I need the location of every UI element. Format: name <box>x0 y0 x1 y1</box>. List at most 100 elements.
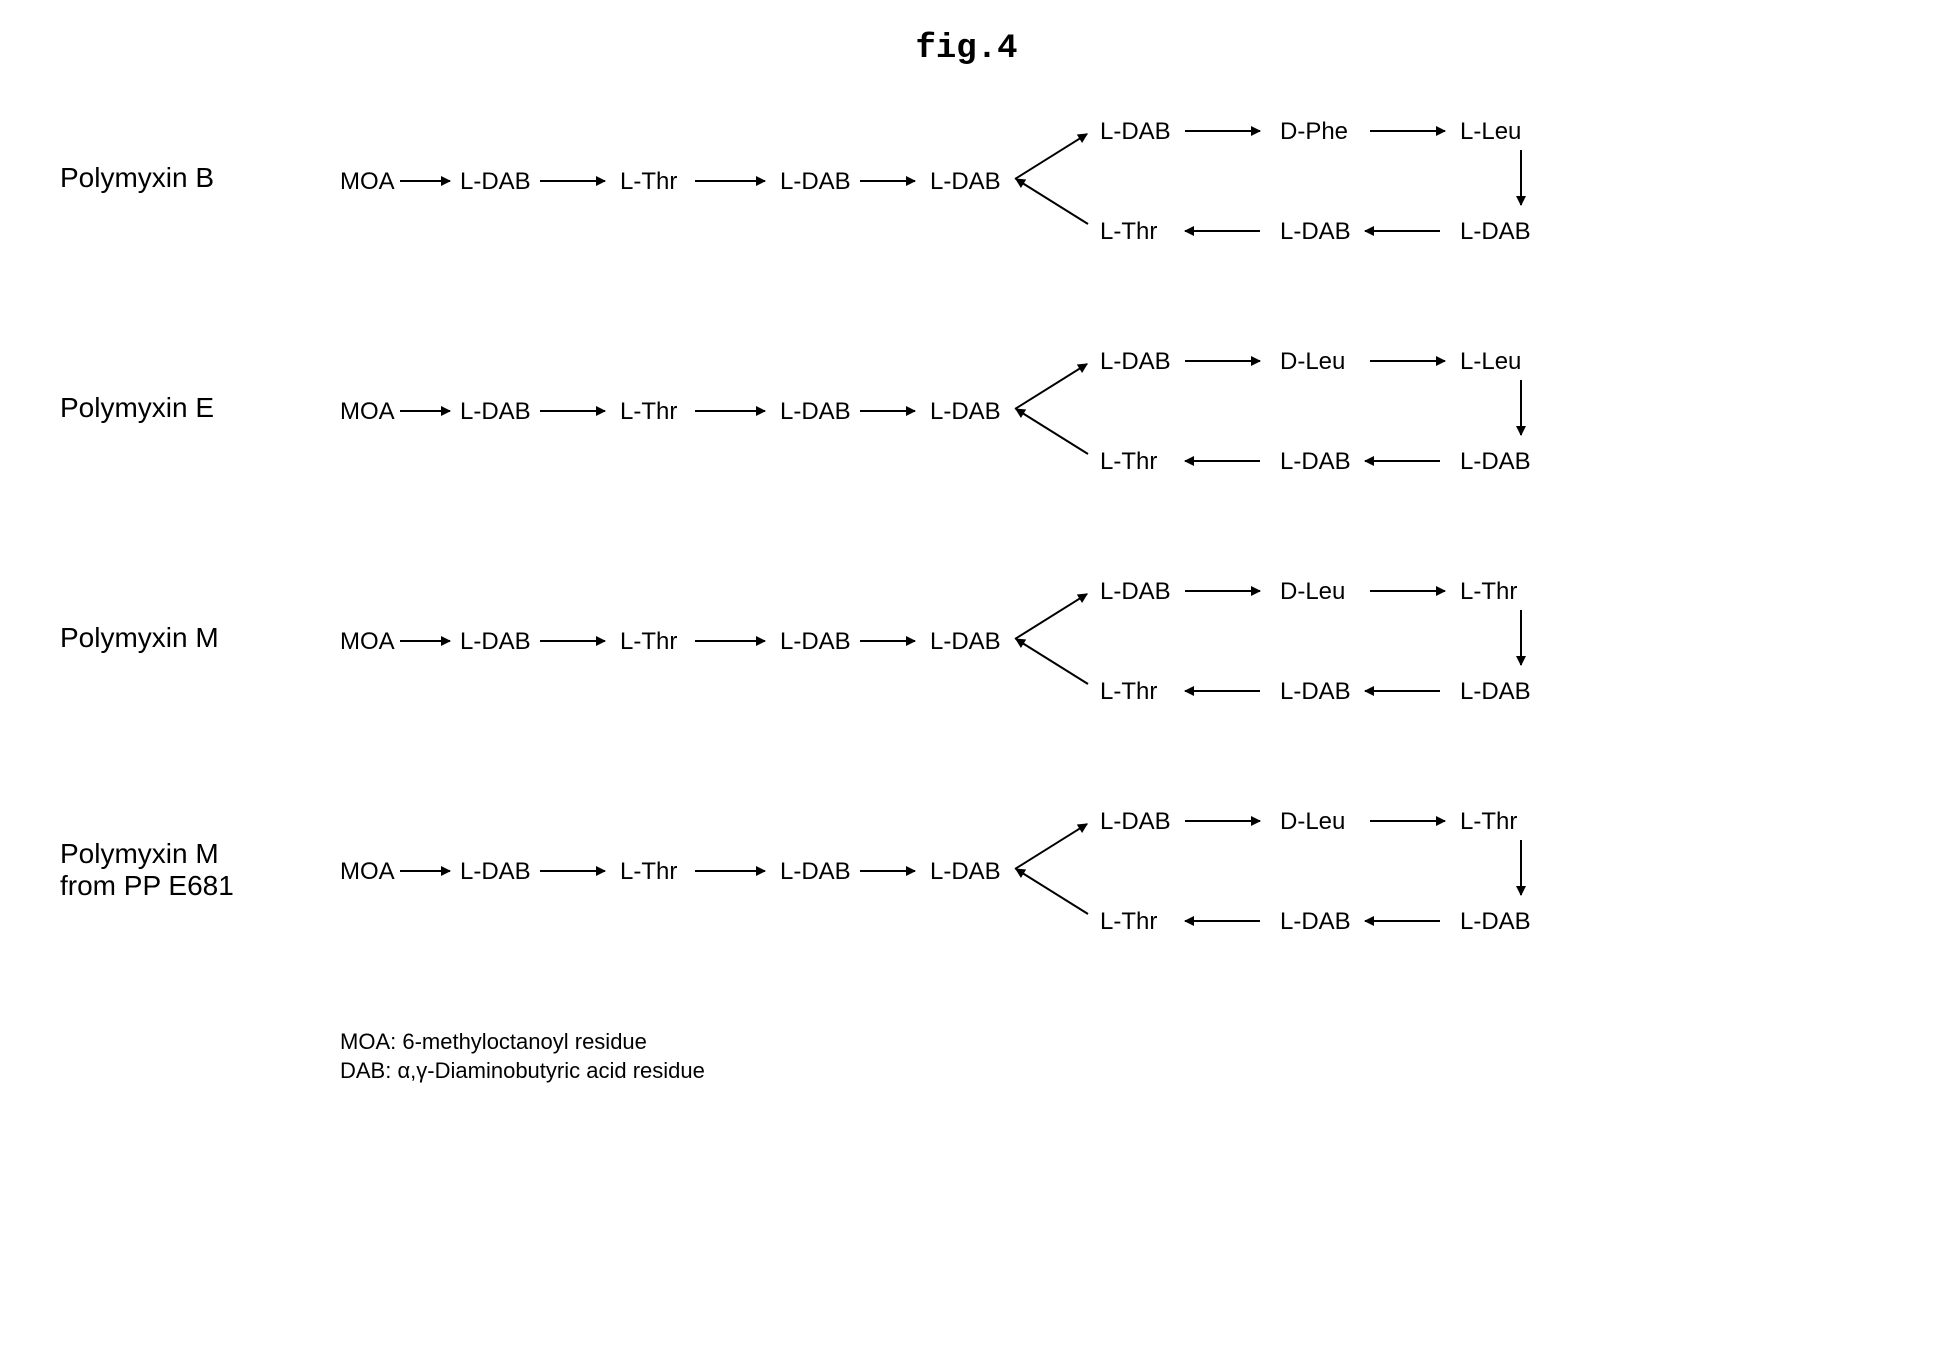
pathway-2: Polymyxin M MOA L-DAB L-Thr L-DAB L-DAB L-DAB D… <box>60 568 1873 728</box>
arrow-linear-3 <box>860 410 915 412</box>
pathways-container: Polymyxin B MOA L-DAB L-Thr L-DAB L-DAB L-DAB D… <box>60 108 1873 958</box>
residue-linear-0: MOA <box>340 858 395 886</box>
residue-linear-0: MOA <box>340 398 395 426</box>
arrow-linear-2 <box>695 180 765 182</box>
arrow-linear-0 <box>400 410 450 412</box>
residue-cycle-top-1: D-Leu <box>1280 808 1345 836</box>
arrow-cycle-down <box>1520 610 1522 665</box>
residue-cycle-top-2: L-Leu <box>1460 118 1521 146</box>
arrow-cycle-top-0 <box>1185 360 1260 362</box>
residue-linear-3: L-DAB <box>780 398 851 426</box>
residue-cycle-top-2: L-Thr <box>1460 808 1517 836</box>
arrow-cycle-top-0 <box>1185 820 1260 822</box>
arrow-cycle-top-1 <box>1370 590 1445 592</box>
arrow-cycle-bottom-1 <box>1365 460 1440 462</box>
arrow-linear-0 <box>400 180 450 182</box>
pathway-label: Polymyxin B <box>60 162 300 194</box>
residue-cycle-bottom-1: L-DAB <box>1280 448 1351 476</box>
residue-linear-1: L-DAB <box>460 628 531 656</box>
residue-cycle-bottom-2: L-DAB <box>1460 218 1531 246</box>
residue-cycle-top-2: L-Leu <box>1460 348 1521 376</box>
residue-cycle-top-0: L-DAB <box>1100 348 1171 376</box>
residue-linear-4: L-DAB <box>930 628 1001 656</box>
residue-linear-3: L-DAB <box>780 858 851 886</box>
residue-cycle-bottom-2: L-DAB <box>1460 908 1531 936</box>
residue-cycle-top-2: L-Thr <box>1460 578 1517 606</box>
residue-linear-4: L-DAB <box>930 168 1001 196</box>
residue-linear-4: L-DAB <box>930 858 1001 886</box>
residue-cycle-bottom-0: L-Thr <box>1100 678 1157 706</box>
arrow-cycle-bottom-0 <box>1185 690 1260 692</box>
residue-cycle-bottom-1: L-DAB <box>1280 678 1351 706</box>
arrow-linear-3 <box>860 870 915 872</box>
arrow-cycle-bottom-0 <box>1185 920 1260 922</box>
arrow-diag-down <box>1015 638 1088 685</box>
residue-cycle-bottom-0: L-Thr <box>1100 218 1157 246</box>
residue-linear-1: L-DAB <box>460 168 531 196</box>
footnote-moa: MOA: 6-methyloctanoyl residue <box>340 1028 1873 1057</box>
arrow-linear-3 <box>860 180 915 182</box>
residue-cycle-top-1: D-Leu <box>1280 348 1345 376</box>
arrow-linear-0 <box>400 640 450 642</box>
residue-cycle-top-1: D-Leu <box>1280 578 1345 606</box>
residue-linear-3: L-DAB <box>780 168 851 196</box>
arrow-cycle-bottom-0 <box>1185 460 1260 462</box>
arrow-diag-down <box>1015 868 1088 915</box>
figure-title: fig.4 <box>60 30 1873 68</box>
residue-cycle-top-0: L-DAB <box>1100 808 1171 836</box>
arrow-linear-2 <box>695 410 765 412</box>
arrow-diag-down <box>1015 408 1088 455</box>
arrow-cycle-bottom-0 <box>1185 230 1260 232</box>
arrow-cycle-bottom-1 <box>1365 690 1440 692</box>
residue-cycle-bottom-0: L-Thr <box>1100 448 1157 476</box>
pathway-label: Polymyxin M <box>60 622 300 654</box>
pathway-3: Polymyxin Mfrom PP E681 MOA L-DAB L-Thr L-DA… <box>60 798 1873 958</box>
pathway-label: Polymyxin E <box>60 392 300 424</box>
arrow-cycle-bottom-1 <box>1365 920 1440 922</box>
residue-cycle-bottom-1: L-DAB <box>1280 218 1351 246</box>
residue-linear-2: L-Thr <box>620 628 677 656</box>
arrow-diag-up <box>1014 133 1087 180</box>
residue-cycle-top-0: L-DAB <box>1100 578 1171 606</box>
residue-cycle-top-1: D-Phe <box>1280 118 1348 146</box>
residue-linear-2: L-Thr <box>620 398 677 426</box>
arrow-linear-1 <box>540 640 605 642</box>
pathway-0: Polymyxin B MOA L-DAB L-Thr L-DAB L-DAB L-DAB D… <box>60 108 1873 268</box>
residue-cycle-bottom-2: L-DAB <box>1460 678 1531 706</box>
residue-linear-2: L-Thr <box>620 168 677 196</box>
residue-cycle-top-0: L-DAB <box>1100 118 1171 146</box>
arrow-linear-1 <box>540 870 605 872</box>
residue-cycle-bottom-0: L-Thr <box>1100 908 1157 936</box>
arrow-linear-2 <box>695 640 765 642</box>
arrow-linear-1 <box>540 410 605 412</box>
arrow-linear-1 <box>540 180 605 182</box>
arrow-diag-down <box>1015 178 1088 225</box>
arrow-diag-up <box>1014 593 1087 640</box>
residue-linear-4: L-DAB <box>930 398 1001 426</box>
arrow-linear-3 <box>860 640 915 642</box>
arrow-linear-2 <box>695 870 765 872</box>
arrow-diag-up <box>1014 363 1087 410</box>
pathway-label: Polymyxin Mfrom PP E681 <box>60 838 300 902</box>
residue-cycle-bottom-2: L-DAB <box>1460 448 1531 476</box>
footnotes: MOA: 6-methyloctanoyl residue DAB: α,γ-D… <box>340 1028 1873 1085</box>
arrow-cycle-down <box>1520 150 1522 205</box>
arrow-cycle-bottom-1 <box>1365 230 1440 232</box>
arrow-cycle-down <box>1520 380 1522 435</box>
arrow-diag-up <box>1014 823 1087 870</box>
footnote-dab: DAB: α,γ-Diaminobutyric acid residue <box>340 1057 1873 1086</box>
residue-linear-0: MOA <box>340 628 395 656</box>
arrow-cycle-top-0 <box>1185 130 1260 132</box>
arrow-linear-0 <box>400 870 450 872</box>
residue-linear-2: L-Thr <box>620 858 677 886</box>
residue-cycle-bottom-1: L-DAB <box>1280 908 1351 936</box>
arrow-cycle-down <box>1520 840 1522 895</box>
arrow-cycle-top-1 <box>1370 360 1445 362</box>
arrow-cycle-top-0 <box>1185 590 1260 592</box>
residue-linear-3: L-DAB <box>780 628 851 656</box>
residue-linear-0: MOA <box>340 168 395 196</box>
residue-linear-1: L-DAB <box>460 858 531 886</box>
arrow-cycle-top-1 <box>1370 820 1445 822</box>
arrow-cycle-top-1 <box>1370 130 1445 132</box>
pathway-1: Polymyxin E MOA L-DAB L-Thr L-DAB L-DAB L-DAB D… <box>60 338 1873 498</box>
